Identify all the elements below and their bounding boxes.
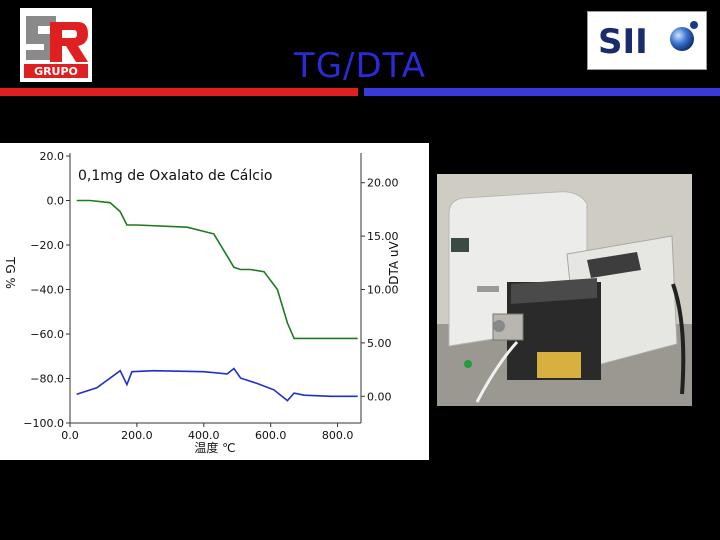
chart-svg: 0.0 200.0 400.0 600.0 800.0 20.0 0.0 −20.0 −40.0… <box>3 150 401 455</box>
small-dot-icon <box>690 21 698 29</box>
warning-label <box>537 352 581 378</box>
title-underline-blue <box>364 88 720 96</box>
furnace-opening <box>587 252 641 278</box>
x-tick-label: 600.0 <box>255 429 287 442</box>
x-tick-label: 0.0 <box>61 429 79 442</box>
power-indicator <box>464 360 472 368</box>
y-left-tick-label: −40.0 <box>30 284 64 297</box>
chart-axes <box>69 153 362 424</box>
y-left-tick-label: 0.0 <box>47 195 65 208</box>
x-axis-label: 温度 ℃ <box>194 440 235 455</box>
y-left-tick-label: −20.0 <box>30 239 64 252</box>
logo-left-text: GRUPO <box>34 65 78 78</box>
power-cable <box>671 283 686 395</box>
y-left-tick-label: 20.0 <box>40 150 65 163</box>
grupo-logo-mark: GRUPO <box>24 16 88 78</box>
dta-series-line <box>76 367 358 402</box>
instrument-photo <box>437 174 692 406</box>
x-tick-label: 200.0 <box>121 429 153 442</box>
instrument-label <box>477 286 499 292</box>
y-axis-left-label: TG % <box>3 256 17 289</box>
y-right-tick-label: 20.00 <box>367 177 399 190</box>
logo-right-text: SII <box>598 22 648 62</box>
y-axis-right-label: DTA uV <box>387 240 401 284</box>
logo-banner <box>24 64 88 78</box>
tg-dta-chart: 0.0 200.0 400.0 600.0 800.0 20.0 0.0 −20.0 −40.0… <box>0 143 429 460</box>
sii-logo: SII <box>587 11 707 70</box>
page-title: TG/DTA <box>293 46 427 86</box>
sii-logo-mark: SII <box>598 21 698 62</box>
chart-annotation: 0,1mg de Oxalato de Cálcio <box>78 168 272 184</box>
y-left-tick-label: −80.0 <box>30 373 64 386</box>
y-right-tick-label: 10.00 <box>367 284 399 297</box>
y-right-tick-label: 0.00 <box>367 390 392 403</box>
title-underline-red <box>0 88 358 96</box>
logo-r-shape <box>50 22 88 62</box>
y-left-tick-label: −60.0 <box>30 328 64 341</box>
furnace-grille <box>511 278 597 304</box>
sphere-icon <box>670 27 694 51</box>
gas-tube <box>475 340 519 403</box>
display-panel <box>451 238 469 252</box>
y-right-tick-label: 15.00 <box>367 230 399 243</box>
x-tick-label: 800.0 <box>322 429 354 442</box>
grupo-logo: GRUPO <box>20 8 92 82</box>
tg-series-line <box>76 199 358 340</box>
y-right-tick-label: 5.00 <box>367 337 392 350</box>
holder-knob <box>493 320 505 332</box>
y-left-tick-label: −100.0 <box>23 417 64 430</box>
x-tick-label: 400.0 <box>188 429 220 442</box>
logo-s-shape <box>26 16 56 60</box>
instrument-illustration <box>437 174 692 406</box>
